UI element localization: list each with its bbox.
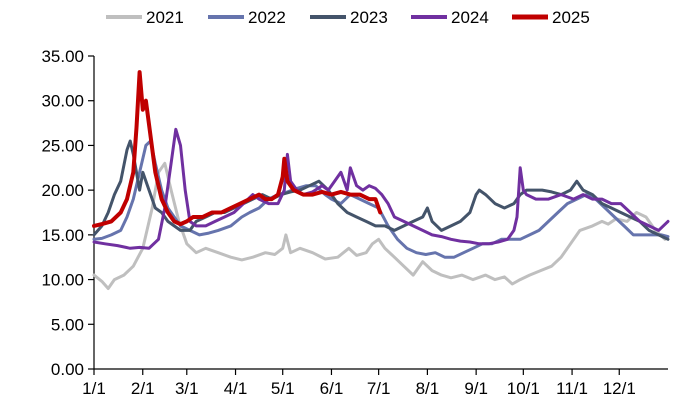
x-axis: 1/1 2/1 3/1 4/1 5/1 6/1 7/1 8/1 9/1 10/1 11/1 12/1	[82, 368, 668, 398]
plot-area	[92, 70, 670, 290]
x-tick-label: 4/1	[224, 379, 248, 398]
x-tick-label: 2/1	[131, 379, 155, 398]
y-tick-label: 35.00	[41, 47, 84, 66]
legend-item-2021: 2021	[106, 8, 184, 27]
x-tick-label: 5/1	[271, 379, 295, 398]
x-tick-label: 10/1	[507, 379, 540, 398]
series-line-2021	[92, 161, 667, 290]
legend-item-2025: 2025	[512, 8, 590, 27]
legend: 2021 2022 2023 2024 2025	[106, 8, 590, 27]
x-tick-label: 9/1	[464, 379, 488, 398]
x-tick-label: 1/1	[82, 379, 106, 398]
legend-item-2022: 2022	[208, 8, 286, 27]
x-tick-label: 6/1	[320, 379, 344, 398]
x-tick-label: 3/1	[175, 379, 199, 398]
x-tick-label: 8/1	[416, 379, 440, 398]
legend-label: 2022	[248, 8, 286, 27]
y-tick-label: 15.00	[41, 226, 84, 245]
legend-label: 2023	[350, 8, 388, 27]
y-tick-label: 30.00	[41, 92, 84, 111]
legend-item-2023: 2023	[310, 8, 388, 27]
legend-label: 2024	[451, 8, 489, 27]
x-tick-label: 11/1	[556, 379, 588, 398]
x-tick-label: 7/1	[367, 379, 391, 398]
y-tick-label: 20.00	[41, 181, 84, 200]
series-line-2022	[92, 139, 670, 259]
legend-label: 2025	[552, 8, 590, 27]
y-tick-label: 5.00	[51, 315, 84, 334]
y-axis: 0.00 5.00 10.00 15.00 20.00 25.00 30.00 35.00	[41, 47, 95, 379]
y-tick-label: 0.00	[51, 360, 84, 379]
x-tick-label: 12/1	[603, 379, 636, 398]
y-tick-label: 25.00	[41, 136, 84, 155]
series-line-2025	[92, 70, 383, 228]
y-tick-label: 10.00	[41, 271, 84, 290]
legend-label: 2021	[146, 8, 184, 27]
legend-item-2024: 2024	[411, 8, 489, 27]
